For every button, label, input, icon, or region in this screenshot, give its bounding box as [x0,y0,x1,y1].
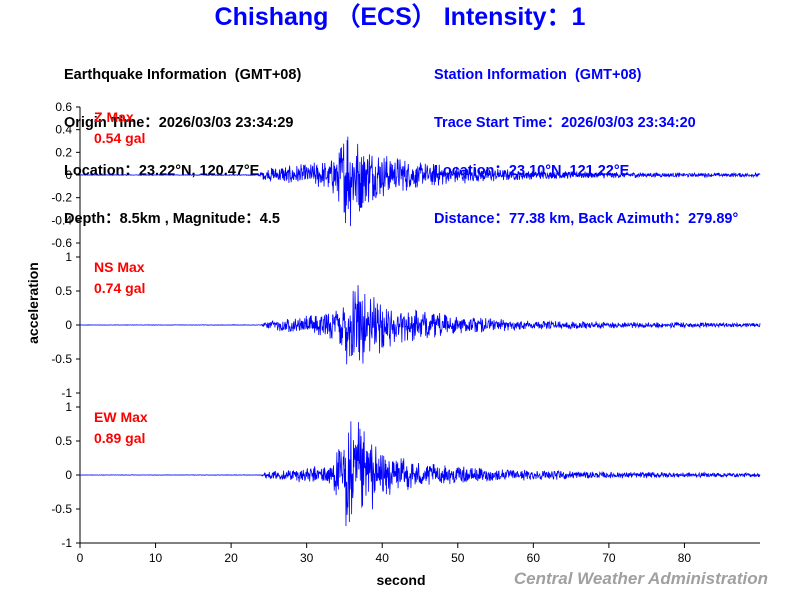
y-tick-label: 0.5 [55,434,72,448]
y-tick-label: 0 [65,468,72,482]
station-info: Station Information (GMT+08) Trace Start… [434,35,738,243]
chart-title: Chishang （ECS） Intensity：1 [214,3,586,31]
y-tick-label: -0.5 [51,352,72,366]
max-label-ew: EW Max [94,409,148,425]
y-tick-label: 0.2 [55,145,72,159]
trace-ns [79,285,761,365]
x-tick-label: 50 [451,551,465,565]
x-tick-label: 40 [376,551,390,565]
max-value-z: 0.54 gal [94,130,145,146]
depth-magnitude: Depth：8.5km , Magnitude：4.5 [64,211,280,227]
earthquake-info: Earthquake Information (GMT+08) Origin T… [64,35,301,243]
trace-ew [79,421,761,527]
x-axis-label: second [376,572,425,588]
max-label-z: Z Max [94,109,134,125]
y-tick-label: -0.6 [51,236,72,250]
y-tick-label: -0.5 [51,502,72,516]
x-tick-label: 70 [602,551,616,565]
x-tick-label: 80 [678,551,692,565]
x-tick-label: 20 [224,551,238,565]
max-value-ns: 0.74 gal [94,280,145,296]
x-tick-label: 30 [300,551,314,565]
y-tick-label: 0 [65,168,72,182]
y-tick-label: 0.6 [55,100,72,114]
y-tick-label: -1 [61,536,72,550]
y-tick-label: 0.4 [55,123,72,137]
y-tick-label: 1 [65,250,72,264]
y-tick-label: -1 [61,386,72,400]
y-axis-label: acceleration [25,262,41,344]
x-tick-label: 60 [527,551,541,565]
y-tick-label: 0.5 [55,284,72,298]
earthquake-info-heading: Earthquake Information (GMT+08) [64,67,302,83]
y-tick-label: 1 [65,400,72,414]
station-info-heading: Station Information (GMT+08) [434,67,642,83]
y-tick-label: -0.4 [51,213,72,227]
origin-time: Origin Time：2026/03/03 23:34:29 [64,115,294,131]
agency-credit: Central Weather Administration [513,569,768,588]
max-value-ew: 0.89 gal [94,430,145,446]
x-tick-label: 10 [149,551,163,565]
x-tick-label: 0 [77,551,84,565]
y-tick-label: -0.2 [51,191,72,205]
distance-azimuth: Distance：77.38 km, Back Azimuth：279.89° [434,211,739,227]
max-label-ns: NS Max [94,259,145,275]
trace-start-time: Trace Start Time：2026/03/03 23:34:20 [434,115,696,131]
y-tick-label: 0 [65,318,72,332]
trace-z [79,136,761,227]
